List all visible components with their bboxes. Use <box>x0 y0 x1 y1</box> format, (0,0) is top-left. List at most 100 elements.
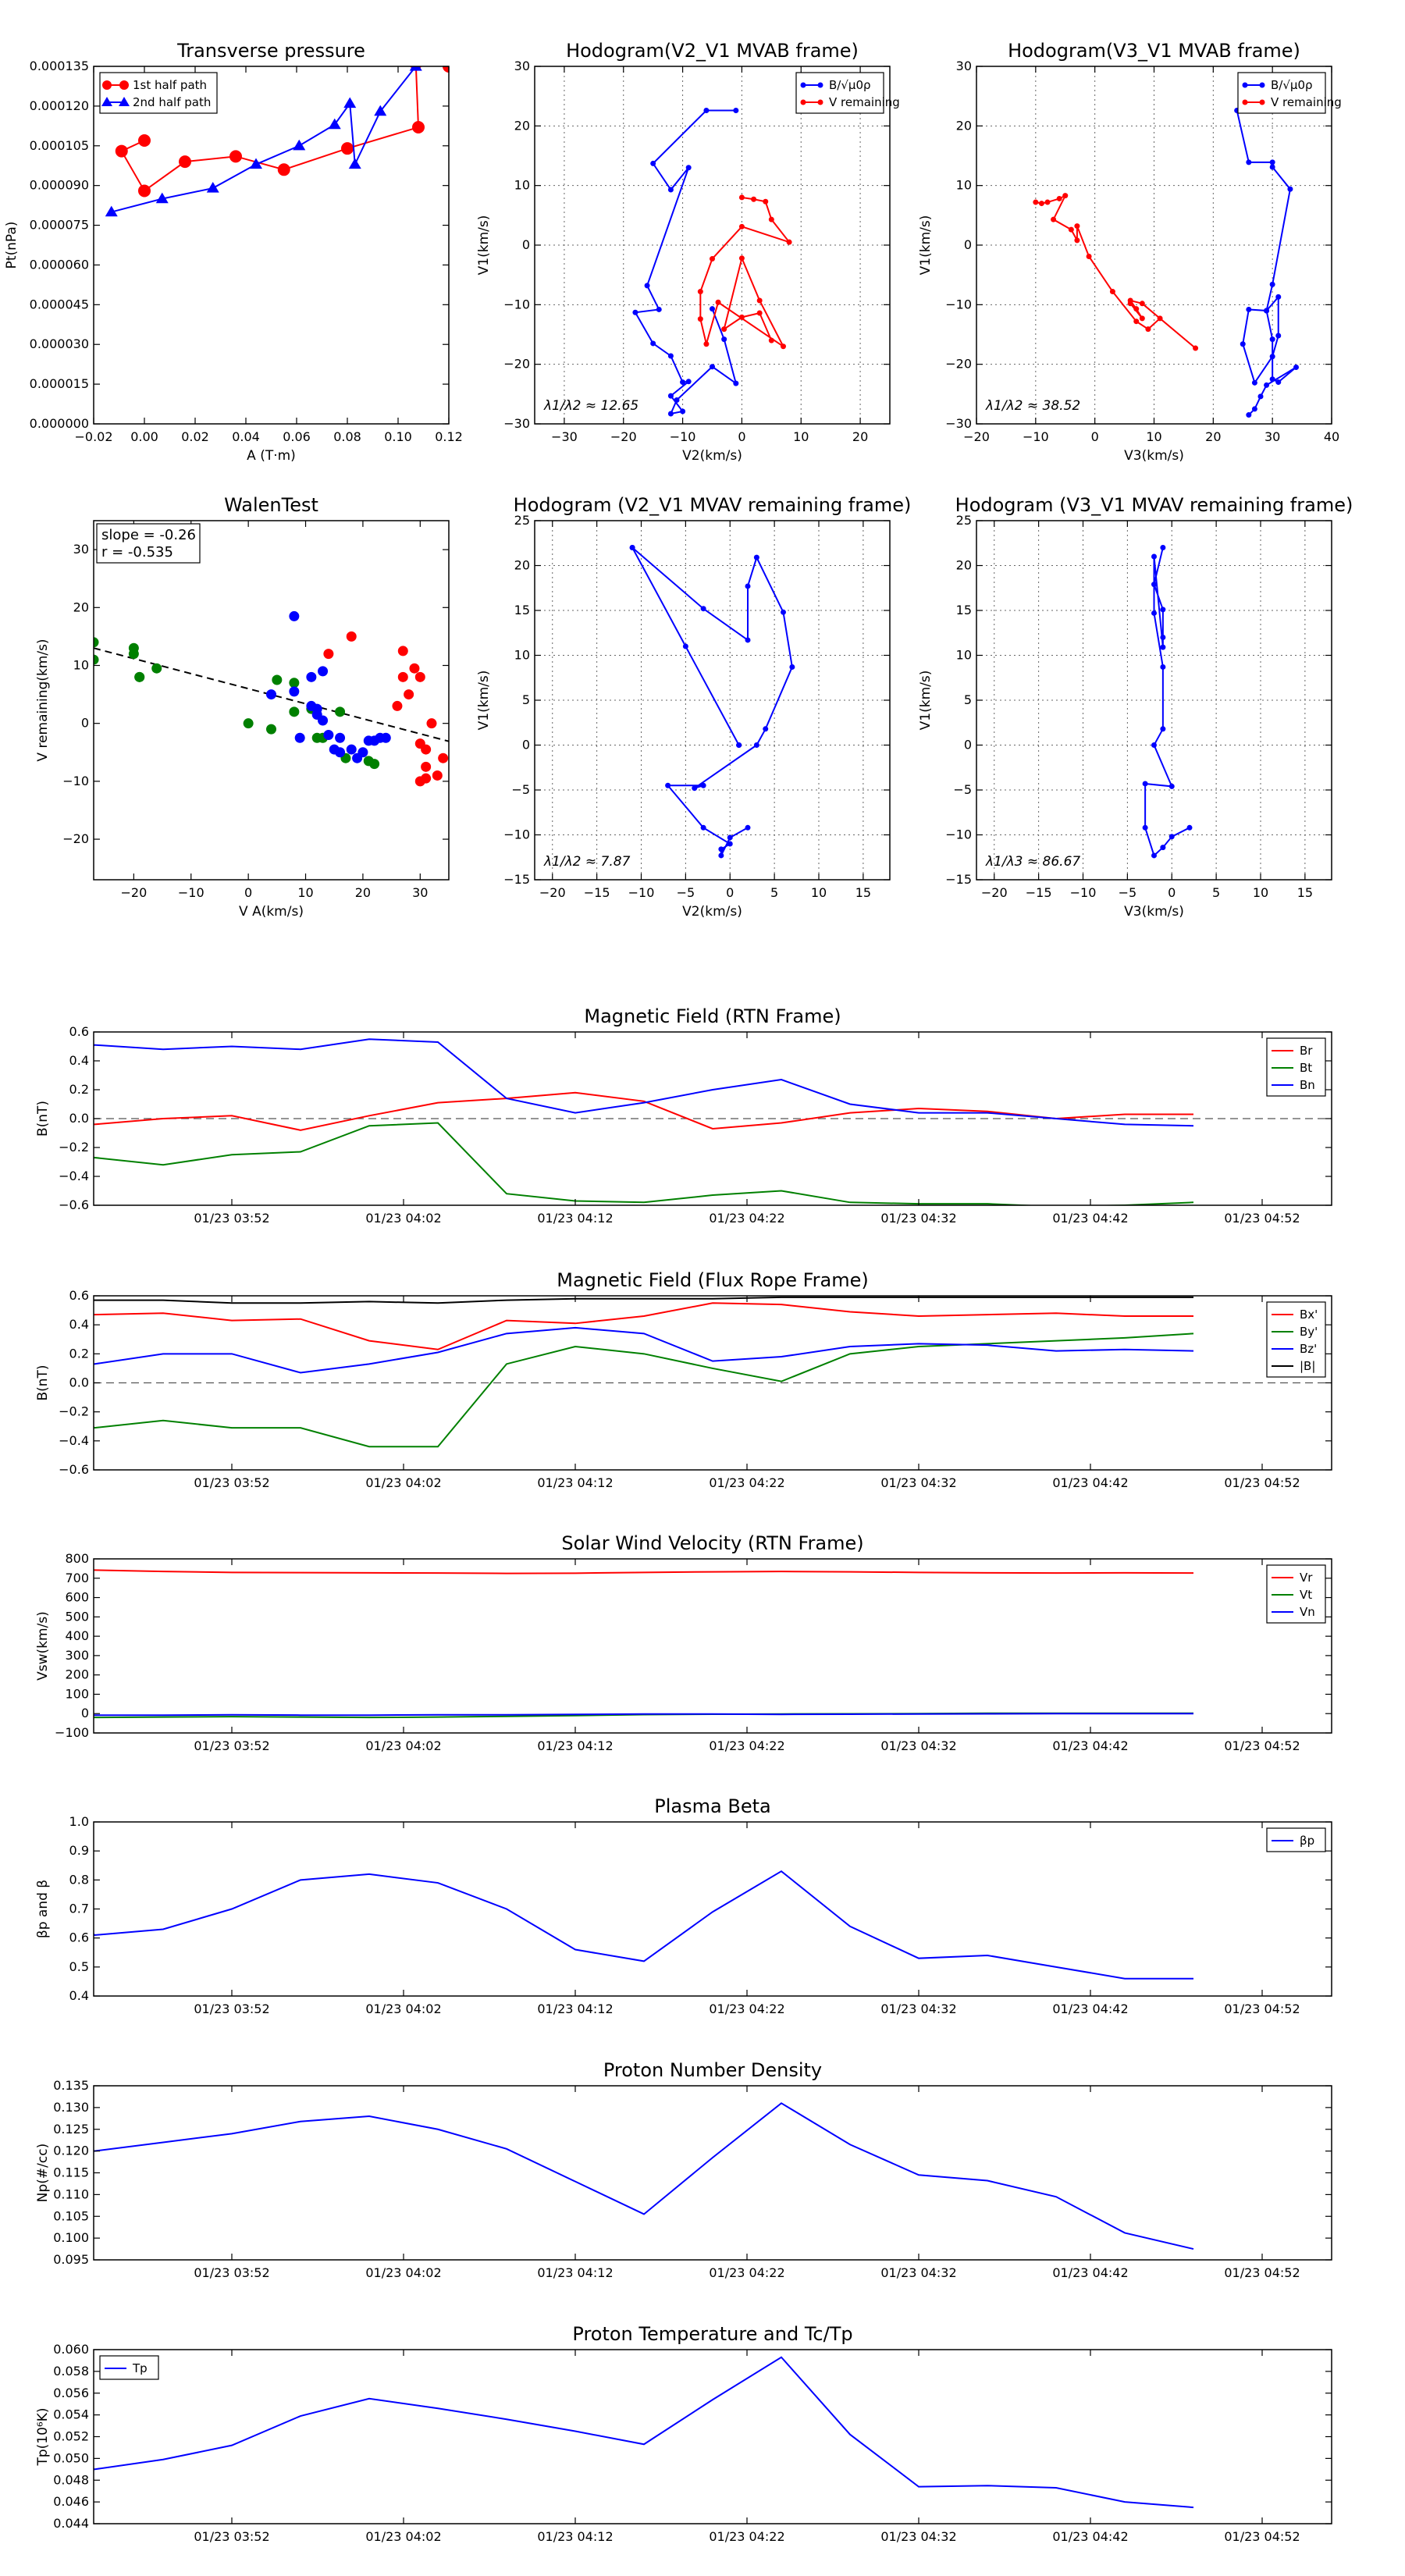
data-point <box>179 155 191 169</box>
chart-title: Proton Temperature and Tc/Tp <box>572 2323 852 2345</box>
x-tick-label: 01/23 04:52 <box>1224 1738 1300 1753</box>
y-tick-label: 0 <box>81 1706 89 1720</box>
data-point <box>768 337 774 343</box>
x-tick-label: 01/23 04:12 <box>537 1738 613 1753</box>
stats-box: slope = -0.26r = -0.535 <box>96 523 201 564</box>
series-bz--line <box>94 1326 1194 1374</box>
y-tick-label: 0.044 <box>53 2516 89 2531</box>
data-point <box>374 105 387 116</box>
y-tick-label: 10 <box>514 648 530 663</box>
data-point <box>151 663 162 674</box>
legend: B/√μ0ρ V remaining <box>795 72 900 114</box>
y-tick-label: 0.060 <box>53 2342 89 2357</box>
data-point <box>1269 159 1275 165</box>
y-tick-label: −20 <box>62 831 89 846</box>
x-tick-label: 0 <box>1168 885 1176 900</box>
data-point <box>665 782 671 788</box>
series-h4-0-line <box>1144 547 1190 857</box>
data-point <box>1269 376 1275 382</box>
y-tick-label: 0.2 <box>69 1082 89 1097</box>
x-tick-label: 01/23 04:52 <box>1224 2265 1300 2280</box>
data-point <box>789 664 795 670</box>
x-tick-label: 01/23 04:02 <box>365 1211 441 1226</box>
series-bx--line <box>94 1302 1193 1350</box>
data-point <box>1127 301 1133 307</box>
x-tick-label: 01/23 04:12 <box>537 2001 613 2016</box>
chart-title: Solar Wind Velocity (RTN Frame) <box>561 1532 863 1554</box>
x-tick-label: 10 <box>297 885 313 900</box>
x-tick-label: 01/23 04:22 <box>709 1738 784 1753</box>
data-point <box>323 730 334 741</box>
y-tick-label: 0.000045 <box>30 297 89 311</box>
data-point <box>682 643 688 649</box>
x-tick-label: 01/23 04:42 <box>1052 1211 1128 1226</box>
legend-marker <box>102 80 112 90</box>
data-point <box>155 192 169 204</box>
chart-h3: −20 −15 −10 −5 0 5 10 15 −15 −10 −5 0 5 10 15 20 25Hodog… <box>476 494 911 920</box>
data-point <box>438 753 449 763</box>
chart-np: 01/23 03:52 01/23 04:02 01/23 04:12 01/23 0… <box>35 2059 1332 2280</box>
data-point <box>700 782 706 788</box>
data-point <box>348 158 361 169</box>
x-tick-label: 01/23 04:22 <box>709 2265 784 2280</box>
data-point <box>128 649 139 660</box>
x-tick-label: 01/23 03:52 <box>194 2265 269 2280</box>
legend-frame <box>99 72 218 114</box>
data-point <box>781 343 786 350</box>
legend-label: Vr <box>1300 1571 1313 1585</box>
y-tick-label: 10 <box>514 178 530 193</box>
y-tick-label: −30 <box>503 416 530 431</box>
y-tick-label: −10 <box>945 827 972 842</box>
y-tick-label: 0.046 <box>53 2494 89 2509</box>
data-point <box>1287 186 1293 192</box>
data-point <box>94 637 99 648</box>
data-point <box>346 631 357 642</box>
y-tick-label: −5 <box>953 782 972 797</box>
y-axis-label: V1(km/s) <box>918 215 934 276</box>
series-v-remaining-line <box>1035 194 1197 349</box>
series-h3-0-line <box>631 546 793 856</box>
y-tick-label: 30 <box>514 59 530 73</box>
legend-marker <box>800 82 806 88</box>
y-tick-label: 20 <box>514 118 530 133</box>
data-point <box>667 353 674 359</box>
y-tick-label: 0.050 <box>53 2450 89 2465</box>
plot-frame <box>93 2349 1332 2524</box>
x-tick-label: 30 <box>1264 429 1280 444</box>
y-tick-label: 500 <box>65 1609 89 1624</box>
data-point <box>266 689 276 700</box>
x-tick-label: 01/23 04:32 <box>880 2529 956 2544</box>
legend: Br Bt Bn <box>1266 1037 1326 1097</box>
y-tick-label: 0.000090 <box>30 178 89 193</box>
legend-label: Bx' <box>1300 1308 1318 1322</box>
data-point <box>738 255 745 262</box>
y-tick-label: 0.000120 <box>30 98 89 113</box>
legend-label: |B| <box>1300 1359 1315 1373</box>
plot-frame <box>534 66 891 425</box>
x-tick-label: 01/23 03:52 <box>194 1738 269 1753</box>
data-point <box>667 411 674 417</box>
y-tick-label: −15 <box>945 872 972 887</box>
data-point <box>426 718 437 729</box>
annotation: λ1/λ2 ≈ 12.65 <box>543 398 638 414</box>
data-point <box>1160 644 1166 650</box>
x-tick-label: 20 <box>852 429 868 444</box>
y-tick-label: 0 <box>522 237 530 252</box>
data-point <box>715 299 721 305</box>
y-tick-label: 15 <box>514 603 530 617</box>
data-point <box>1264 382 1270 388</box>
x-tick-label: 20 <box>355 885 371 900</box>
y-tick-label: 0.100 <box>53 2230 89 2245</box>
data-point <box>1145 326 1151 333</box>
y-tick-label: −20 <box>945 357 972 372</box>
data-point <box>1133 306 1140 312</box>
data-point <box>1275 294 1282 300</box>
x-tick-label: 01/23 04:22 <box>709 2529 784 2544</box>
data-point <box>318 666 329 677</box>
y-tick-label: −10 <box>945 297 972 311</box>
plot-frame <box>93 2085 1332 2261</box>
data-point <box>685 379 692 385</box>
legend-label: V remaining <box>1271 95 1342 109</box>
data-point <box>721 326 727 333</box>
x-tick-label: −30 <box>551 429 578 444</box>
